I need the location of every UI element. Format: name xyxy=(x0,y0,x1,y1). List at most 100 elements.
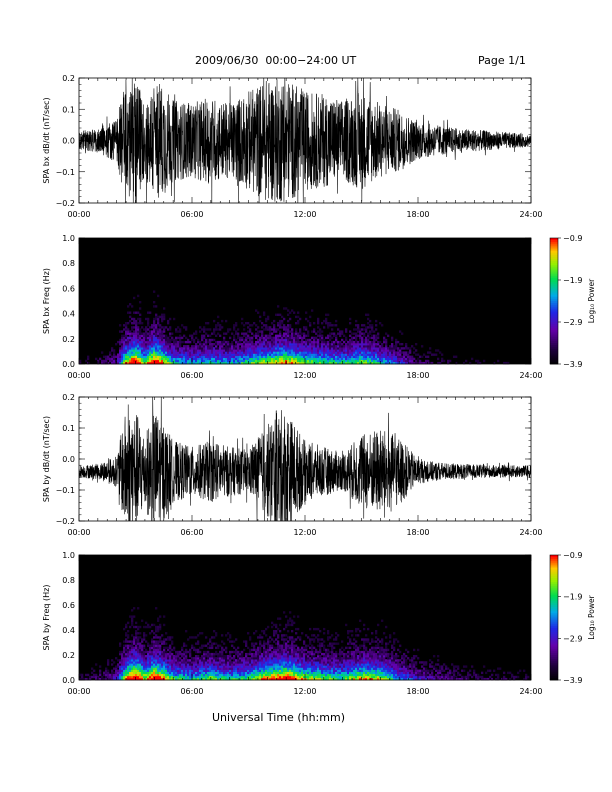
heatmap-cell xyxy=(113,661,116,664)
heatmap-cell xyxy=(271,655,274,658)
heatmap-cell xyxy=(315,661,318,664)
heatmap-cell xyxy=(183,675,186,679)
heatmap-cell xyxy=(287,319,290,323)
heatmap-cell xyxy=(279,322,282,325)
heatmap-cell xyxy=(257,669,260,672)
heatmap-cell xyxy=(169,661,172,664)
heatmap-cell xyxy=(299,657,302,660)
heatmap-cell xyxy=(133,615,136,618)
heatmap-cell xyxy=(193,673,196,677)
heatmap-cell xyxy=(293,657,296,660)
heatmap-cell xyxy=(281,667,284,670)
heatmap-cell xyxy=(375,355,378,358)
heatmap-cell xyxy=(215,326,218,329)
heatmap-cell xyxy=(239,652,242,656)
heatmap-cell xyxy=(225,650,228,654)
heatmap-cell xyxy=(323,357,326,361)
heatmap-cell xyxy=(323,669,326,672)
heatmap-cell xyxy=(253,673,256,677)
heatmap-cell xyxy=(303,357,306,361)
heatmap-cell xyxy=(323,347,326,350)
heatmap-cell xyxy=(285,652,288,656)
heatmap-cell xyxy=(145,659,148,662)
heatmap-cell xyxy=(243,328,246,331)
heatmap-cell xyxy=(203,675,206,679)
heatmap-cell xyxy=(273,675,276,679)
heatmap-cell xyxy=(323,657,326,660)
heatmap-cell xyxy=(279,655,282,658)
heatmap-cell xyxy=(353,332,356,335)
heatmap-cell xyxy=(263,650,266,654)
heatmap-cell xyxy=(215,353,218,356)
heatmap-cell xyxy=(125,632,128,635)
heatmap-cell xyxy=(247,322,250,325)
heatmap-cell xyxy=(341,359,344,363)
heatmap-cell xyxy=(197,667,200,670)
heatmap-cell xyxy=(247,361,250,365)
heatmap-cell xyxy=(151,671,154,675)
heatmap-cell xyxy=(321,340,324,344)
heatmap-cell xyxy=(229,650,232,654)
heatmap-cell xyxy=(233,328,236,331)
heatmap-cell xyxy=(327,322,330,325)
heatmap-cell xyxy=(309,349,312,352)
heatmap-cell xyxy=(259,644,262,647)
x-tick-label: 00:00 xyxy=(67,210,90,219)
heatmap-cell xyxy=(247,659,250,662)
heatmap-cell xyxy=(335,667,338,670)
heatmap-cell xyxy=(131,353,134,356)
heatmap-cell xyxy=(237,351,240,354)
heatmap-cell xyxy=(171,648,174,652)
heatmap-cell xyxy=(387,347,390,350)
heatmap-cell xyxy=(219,343,222,346)
heatmap-cell xyxy=(251,644,254,647)
heatmap-cell xyxy=(139,646,142,650)
heatmap-cell xyxy=(207,322,210,325)
heatmap-cell xyxy=(239,663,242,666)
heatmap-cell xyxy=(303,673,306,677)
heatmap-cell xyxy=(169,652,172,656)
heatmap-cell xyxy=(185,359,188,363)
heatmap-cell xyxy=(255,347,258,350)
heatmap-cell xyxy=(263,334,266,337)
heatmap-cell xyxy=(309,638,312,641)
heatmap-cell xyxy=(183,347,186,350)
heatmap-cell xyxy=(199,663,202,666)
heatmap-cell xyxy=(165,632,168,635)
heatmap-cell xyxy=(293,355,296,358)
heatmap-cell xyxy=(291,355,294,358)
heatmap-cell xyxy=(241,675,244,679)
heatmap-cell xyxy=(289,650,292,654)
heatmap-cell xyxy=(141,644,144,647)
heatmap-cell xyxy=(405,343,408,346)
heatmap-cell xyxy=(209,640,212,643)
heatmap-cell xyxy=(155,642,158,645)
heatmap-cell xyxy=(127,336,130,340)
heatmap-cell xyxy=(259,673,262,677)
heatmap-cell xyxy=(127,343,130,346)
heatmap-cell xyxy=(243,334,246,337)
heatmap-cell xyxy=(125,338,128,342)
heatmap-cell xyxy=(265,336,268,340)
heatmap-cell xyxy=(243,663,246,666)
heatmap-cell xyxy=(365,353,368,356)
heatmap-cell xyxy=(189,673,192,677)
heatmap-cell xyxy=(179,675,182,679)
heatmap-cell xyxy=(149,671,152,675)
heatmap-cell xyxy=(341,361,344,365)
heatmap-cell xyxy=(143,669,146,672)
heatmap-cell xyxy=(307,677,310,681)
heatmap-cell xyxy=(247,671,250,675)
heatmap-cell xyxy=(269,330,272,333)
heatmap-cell xyxy=(371,330,374,333)
heatmap-cell xyxy=(209,351,212,354)
heatmap-cell xyxy=(295,357,298,361)
heatmap-cell xyxy=(327,675,330,679)
heatmap-cell xyxy=(249,669,252,672)
heatmap-cell xyxy=(241,663,244,666)
heatmap-cell xyxy=(233,667,236,670)
heatmap-cell xyxy=(257,357,260,361)
heatmap-cell xyxy=(215,345,218,348)
heatmap-cell xyxy=(291,650,294,654)
heatmap-cell xyxy=(143,351,146,354)
